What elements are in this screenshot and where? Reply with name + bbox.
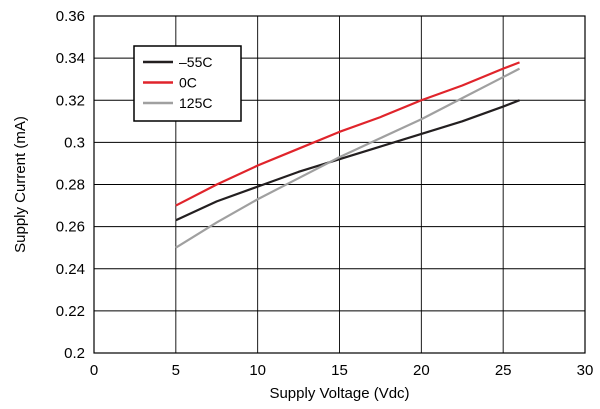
y-tick-label: 0.36 xyxy=(56,8,85,25)
x-tick-label: 15 xyxy=(331,362,348,379)
x-tick-label: 10 xyxy=(249,362,266,379)
y-tick-label: 0.2 xyxy=(64,345,85,362)
grid xyxy=(93,15,586,354)
series-line xyxy=(175,99,520,222)
x-tick-label: 0 xyxy=(90,362,98,379)
plot-frame xyxy=(93,15,586,354)
y-tick-label: 0.22 xyxy=(56,303,85,320)
x-axis-title: Supply Voltage (Vdc) xyxy=(269,385,409,402)
y-axis-title: Supply Current (mA) xyxy=(12,116,29,253)
y-tick-label: 0.28 xyxy=(56,177,85,194)
series-line xyxy=(175,67,521,249)
legend-label: 0C xyxy=(179,75,197,91)
x-tick-label: 25 xyxy=(495,362,512,379)
series-line xyxy=(175,61,520,207)
y-tick-label: 0.32 xyxy=(56,92,85,109)
x-tick-label: 30 xyxy=(577,362,594,379)
x-tick-label: 20 xyxy=(413,362,430,379)
legend: –55C 0C 125C xyxy=(133,45,242,122)
legend-label: –55C xyxy=(179,54,212,70)
x-tick-label: 5 xyxy=(172,362,180,379)
series-lines xyxy=(175,61,521,249)
y-tick-label: 0.3 xyxy=(64,134,85,151)
tick-labels: 0 5 10 15 20 25 30 0.2 0.22 0.24 0.26 0.28 0.3 0.32 0.… xyxy=(56,8,594,379)
y-tick-label: 0.24 xyxy=(56,261,85,278)
y-tick-label: 0.34 xyxy=(56,50,85,67)
y-tick-label: 0.26 xyxy=(56,219,85,236)
legend-label: 125C xyxy=(179,95,212,111)
